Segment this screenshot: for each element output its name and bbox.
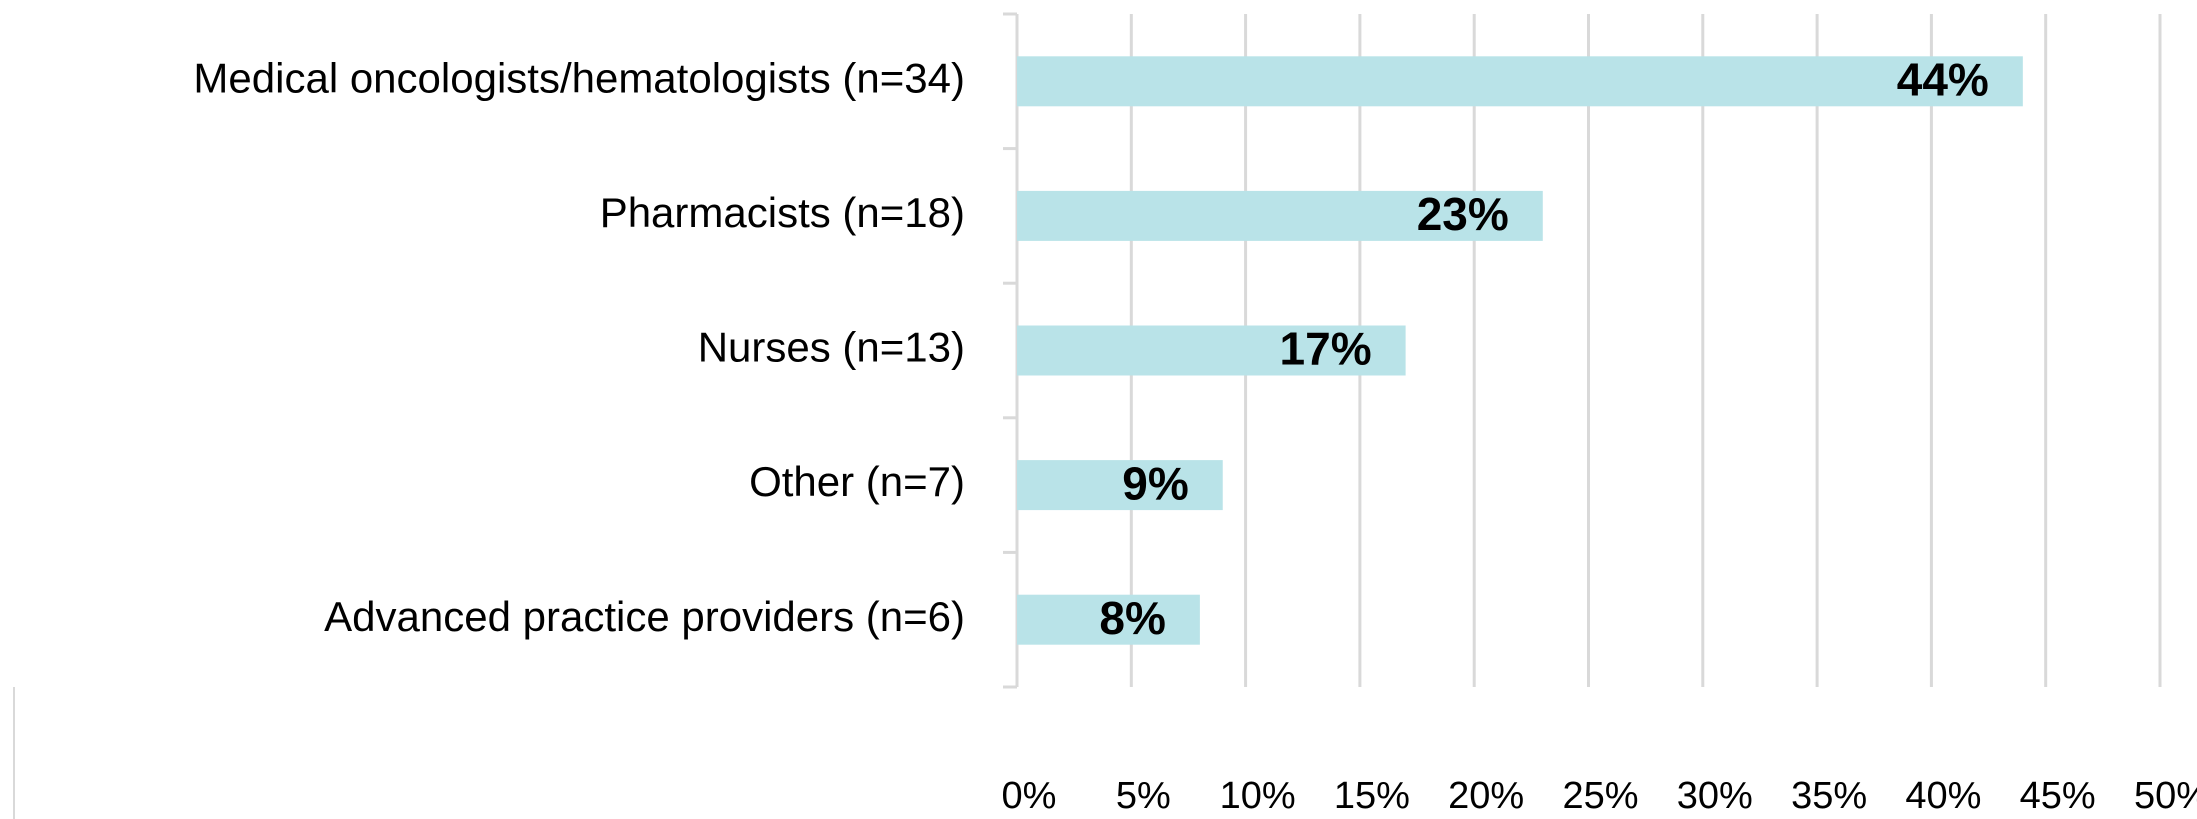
value-label: 8%: [1099, 592, 1165, 644]
value-label: 44%: [1897, 53, 1989, 105]
y-tick-label: Medical oncologists/hematologists (n=34): [193, 54, 965, 101]
bar: [1017, 325, 1406, 376]
value-label: 9%: [1122, 457, 1188, 509]
x-tick-label: 30%: [1677, 775, 1753, 817]
x-tick-label: 20%: [1448, 775, 1524, 817]
x-tick-label: 15%: [1334, 775, 1410, 817]
y-tick-label: Nurses (n=13): [698, 324, 965, 371]
value-label: 23%: [1417, 188, 1509, 240]
x-tick-label: 10%: [1220, 775, 1296, 817]
x-tick-label: 45%: [2020, 775, 2096, 817]
bar: [1017, 190, 1543, 241]
x-tick-label: 0%: [1002, 775, 1057, 817]
x-tick-label: 35%: [1791, 775, 1867, 817]
x-tick-label: 25%: [1562, 775, 1638, 817]
y-tick-label: Other (n=7): [749, 458, 965, 505]
value-label: 17%: [1280, 323, 1372, 375]
x-tick-label: 5%: [1116, 775, 1171, 817]
y-tick-label: Advanced practice providers (n=6): [324, 593, 965, 640]
bar: [1017, 594, 1200, 645]
bar: [1017, 460, 1223, 511]
x-tick-label: 40%: [1905, 775, 1981, 817]
bar: [1017, 56, 2023, 107]
x-tick-label: 50%: [2134, 775, 2197, 817]
y-tick-label: Pharmacists (n=18): [600, 189, 965, 236]
